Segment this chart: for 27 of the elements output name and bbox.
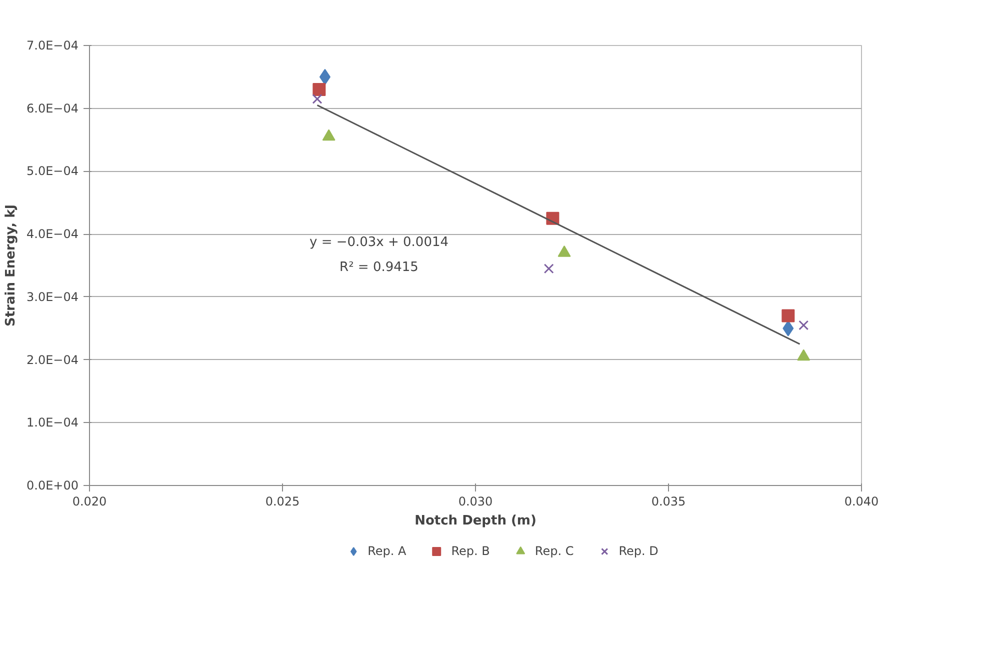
- legend-label: Rep. A: [368, 544, 406, 558]
- point: [544, 264, 554, 274]
- point: [322, 129, 336, 141]
- y-tick-label: 1.0E−04: [26, 416, 79, 430]
- y-tick-label: 3.0E−04: [26, 290, 79, 304]
- legend-label: Rep. C: [534, 544, 574, 558]
- legend-label: Rep. D: [618, 544, 658, 558]
- point: [312, 94, 322, 104]
- y-tick-label: 5.0E−04: [26, 164, 79, 178]
- legend-label: Rep. B: [451, 544, 490, 558]
- x-tick-label: 0.040: [844, 494, 879, 508]
- x-tick-label: 0.035: [651, 494, 686, 508]
- x-tick-label: 0.020: [72, 494, 107, 508]
- y-tick-label: 2.0E−04: [26, 352, 79, 367]
- x-axis-title: Notch Depth (m): [414, 514, 536, 528]
- point: [782, 309, 795, 322]
- annotation: R² = 0.9415: [340, 260, 418, 275]
- annotation: y = −0.03x + 0.0014: [309, 234, 449, 250]
- x-tick-label: 0.030: [458, 494, 493, 508]
- y-tick-label: 4.0E−04: [26, 227, 79, 242]
- y-axis-title: Strain Energy, kJ: [4, 204, 19, 327]
- point: [798, 320, 809, 330]
- y-tick-label: 7.0E−04: [26, 38, 79, 52]
- point: [312, 83, 326, 96]
- y-tick-label: 6.0E−04: [26, 101, 79, 116]
- y-tick-label: 0.0E+00: [26, 478, 79, 492]
- x-tick-label: 0.025: [265, 494, 300, 508]
